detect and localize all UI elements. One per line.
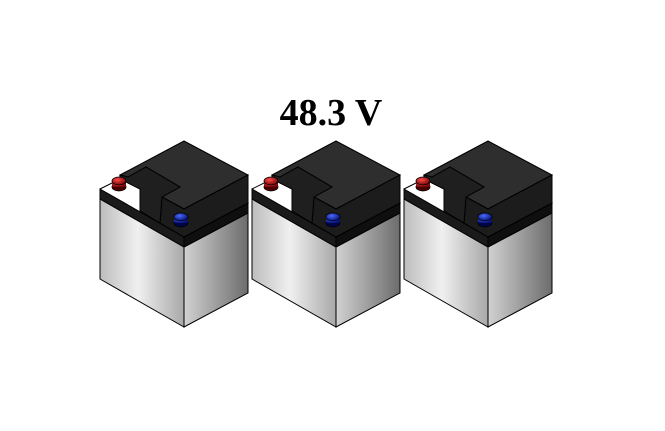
battery-row [99, 140, 554, 328]
battery-lid-notch-front [119, 166, 182, 224]
battery-3 [403, 140, 554, 328]
positive-terminal-icon [111, 176, 127, 192]
battery-lid-notch-front [423, 166, 486, 224]
battery-2 [251, 140, 402, 328]
positive-terminal-icon [415, 176, 431, 192]
voltage-reading: 48.3 V [280, 92, 383, 134]
battery-lid-notch-front [271, 166, 334, 224]
battery-1 [99, 140, 250, 328]
positive-terminal-icon [263, 176, 279, 192]
negative-terminal-icon [173, 212, 189, 228]
negative-terminal-icon [325, 212, 341, 228]
negative-terminal-icon [477, 212, 493, 228]
